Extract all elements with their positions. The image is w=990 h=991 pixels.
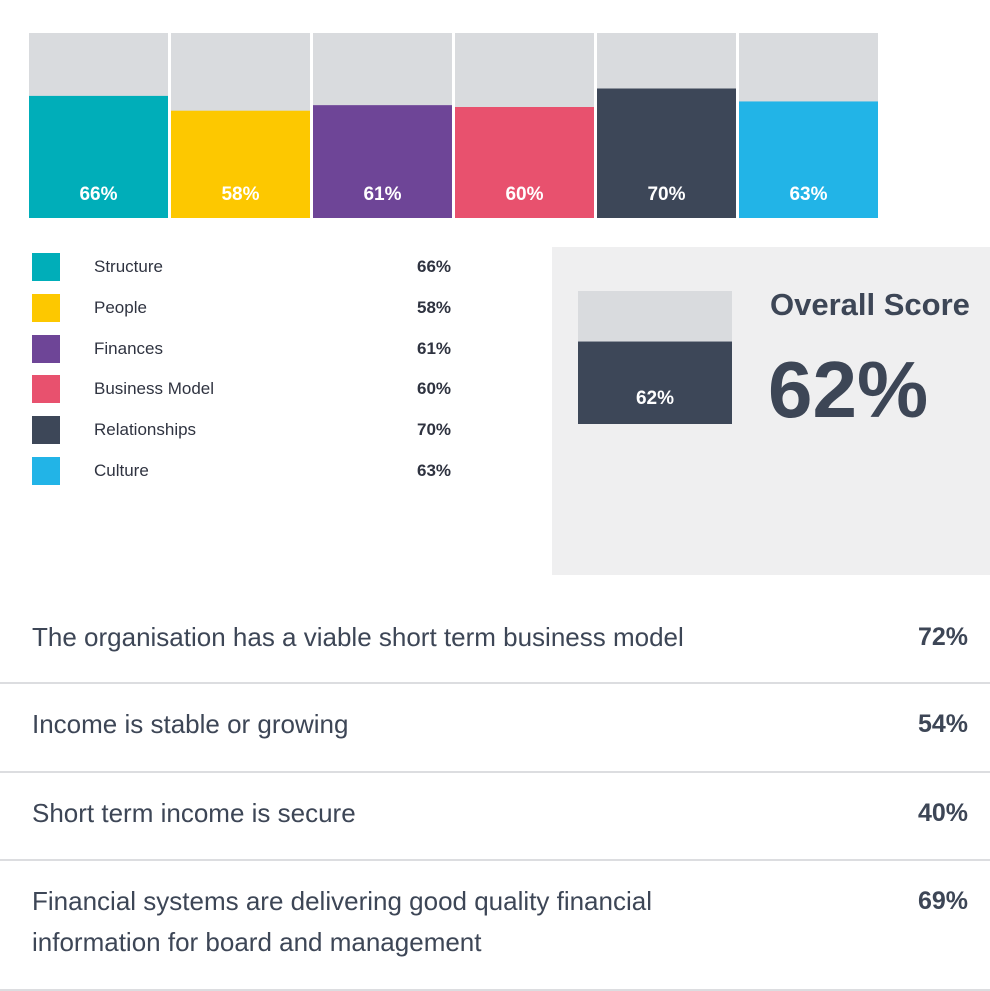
legend-swatch-relationships bbox=[32, 416, 60, 445]
statement-list: The organisation has a viable short term… bbox=[0, 595, 990, 991]
overall-bar-fill bbox=[578, 341, 732, 424]
legend-value: 70% bbox=[417, 420, 452, 440]
statement-row: Financial systems are delivering good qu… bbox=[0, 861, 990, 991]
legend-label: Business Model bbox=[94, 379, 215, 399]
legend-swatch-business-model bbox=[32, 375, 60, 404]
overall-score-panel: 62% Overall Score 62% bbox=[552, 247, 990, 575]
bar-culture bbox=[739, 101, 878, 218]
bar-value-label: 70% bbox=[647, 184, 685, 205]
legend-item-business-model: Business Model 60% bbox=[32, 375, 462, 416]
legend-value: 61% bbox=[417, 338, 452, 358]
legend-item-people: People 58% bbox=[32, 293, 462, 335]
legend-item-relationships: Relationships 70% bbox=[32, 416, 462, 457]
legend-value: 60% bbox=[417, 379, 452, 399]
legend-item-structure: Structure 66% bbox=[32, 253, 462, 294]
legend-label: Structure bbox=[94, 257, 163, 276]
overall-score-value: 62% bbox=[768, 345, 929, 434]
overall-score-bar: 62% bbox=[578, 291, 732, 424]
legend-label: Finances bbox=[94, 338, 163, 358]
legend-label: People bbox=[94, 297, 147, 317]
legend-value: 66% bbox=[417, 257, 452, 276]
statement-text: The organisation has a viable short term… bbox=[32, 622, 684, 652]
bar-finances bbox=[313, 105, 452, 218]
legend-label: Relationships bbox=[94, 420, 197, 440]
statement-value: 54% bbox=[917, 710, 968, 738]
statement-row: Income is stable or growing 54% bbox=[0, 684, 990, 773]
statement-value: 40% bbox=[917, 799, 968, 827]
legend-label: Culture bbox=[94, 460, 149, 480]
bar-structure bbox=[29, 95, 168, 218]
statement-row: Short term income is secure 40% bbox=[0, 773, 990, 861]
legend: Structure 66% People 58% Finances 61% Bu… bbox=[32, 253, 462, 498]
statement-text: Income is stable or growing bbox=[32, 709, 349, 739]
bar-value-label: 66% bbox=[79, 184, 117, 205]
statement-value: 72% bbox=[917, 623, 968, 651]
legend-value: 63% bbox=[417, 460, 452, 480]
bar-value-label: 58% bbox=[221, 184, 259, 205]
statement-text: Short term income is secure bbox=[32, 798, 356, 828]
legend-swatch-finances bbox=[32, 334, 60, 363]
statement-row: The organisation has a viable short term… bbox=[0, 595, 990, 684]
overall-score-title: Overall Score bbox=[770, 287, 970, 322]
bar-people bbox=[171, 110, 310, 218]
statement-text: Financial systems are delivering good qu… bbox=[32, 886, 652, 957]
bar-value-label: 63% bbox=[789, 184, 827, 205]
bar-business-model bbox=[455, 107, 594, 218]
legend-swatch-culture bbox=[32, 456, 60, 485]
bar-value-label: 61% bbox=[363, 184, 401, 205]
bar-value-label: 60% bbox=[505, 184, 543, 205]
legend-item-finances: Finances 61% bbox=[32, 334, 462, 376]
overall-bar-value-label: 62% bbox=[636, 388, 674, 409]
category-bar-chart: 66% 58% 61% 60% 70% 63% bbox=[29, 33, 878, 218]
statement-value: 69% bbox=[917, 887, 968, 915]
legend-value: 58% bbox=[417, 297, 452, 317]
bar-relationships bbox=[597, 88, 736, 218]
legend-item-culture: Culture 63% bbox=[32, 456, 462, 498]
legend-swatch-people bbox=[32, 293, 60, 322]
legend-swatch-structure bbox=[32, 253, 60, 281]
